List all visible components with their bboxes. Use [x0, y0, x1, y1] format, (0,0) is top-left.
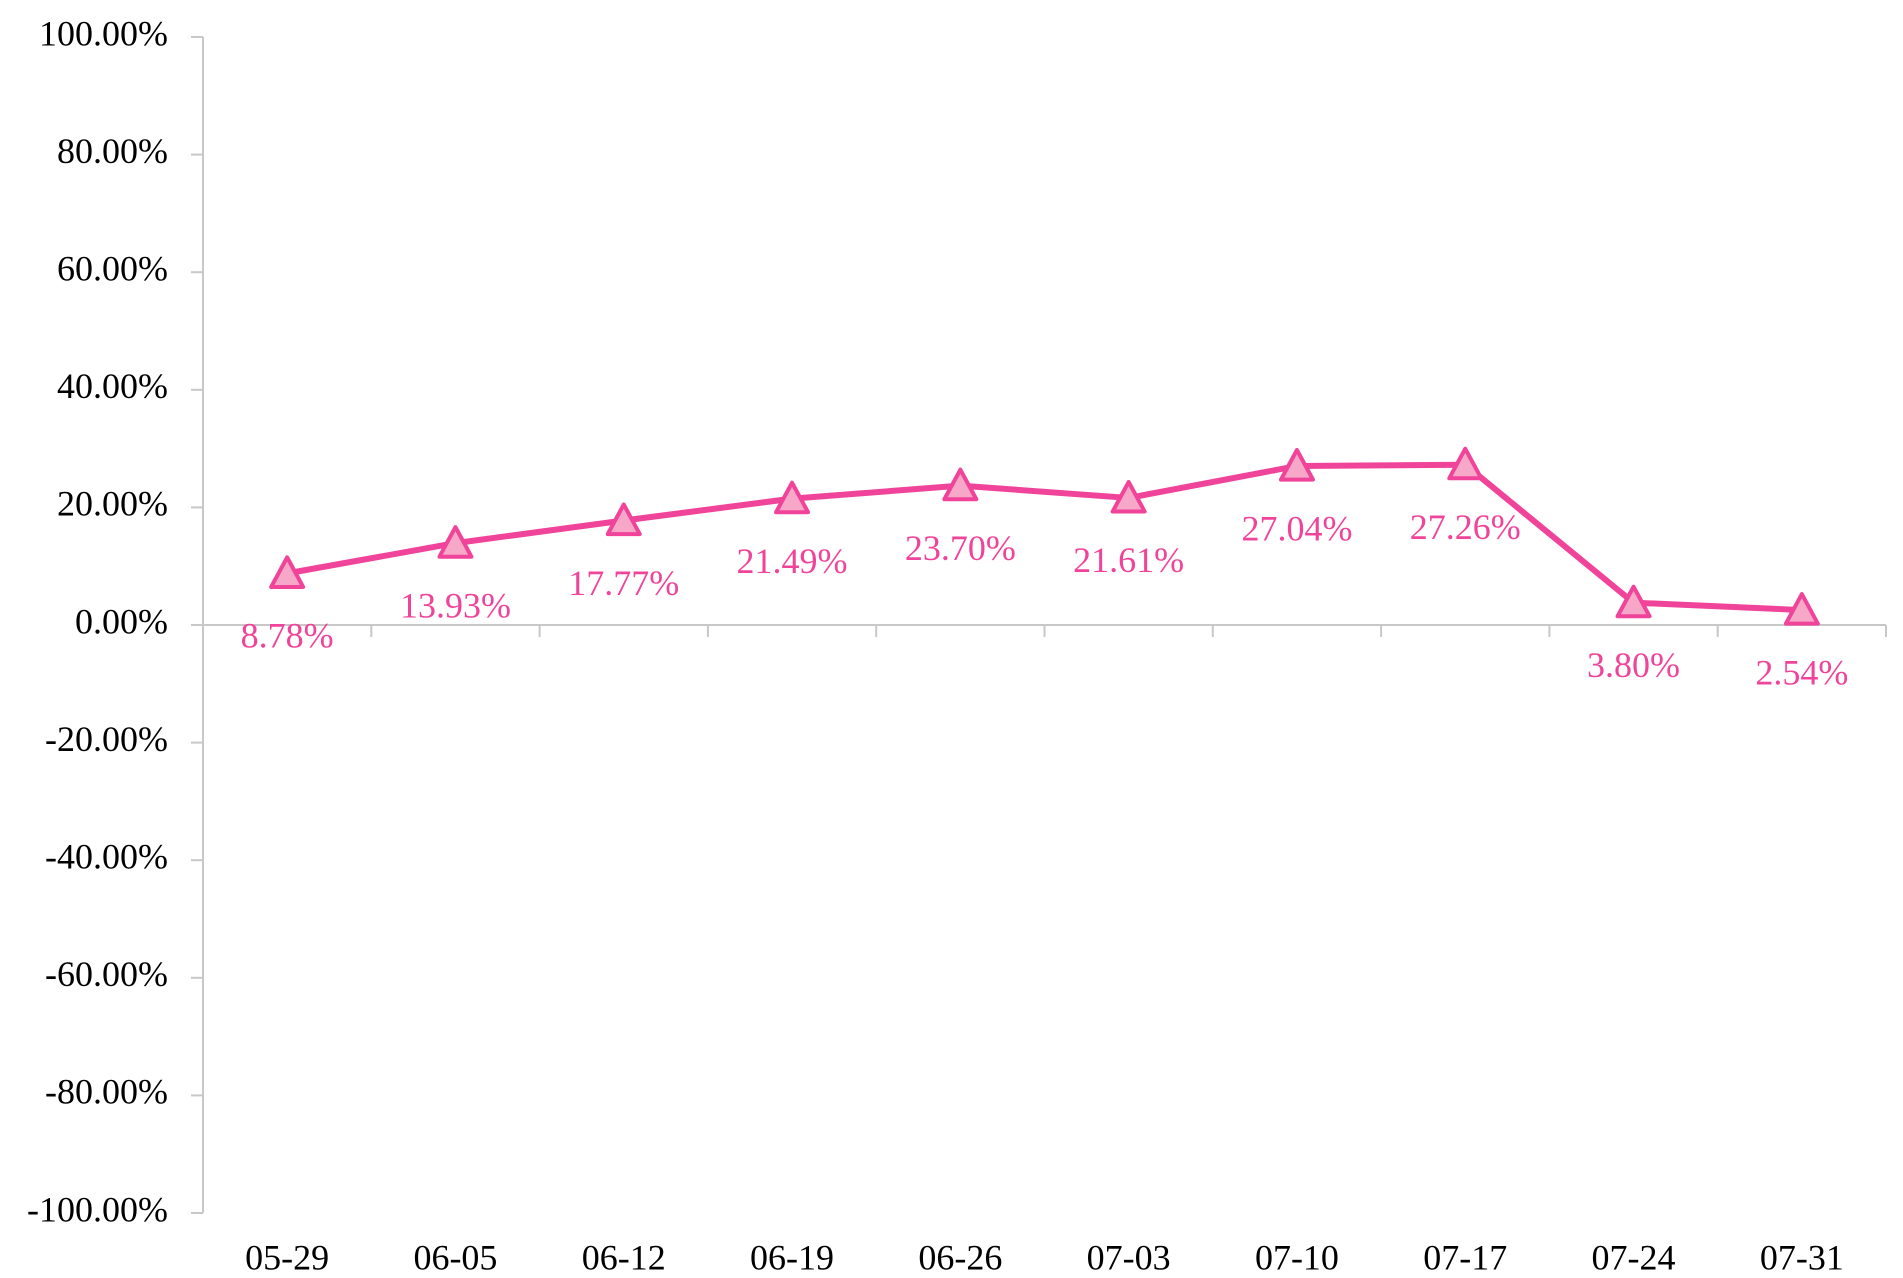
- data-label: 17.77%: [568, 563, 679, 603]
- x-tick-label: 06-12: [582, 1237, 666, 1277]
- y-tick-label: 20.00%: [57, 484, 168, 524]
- x-tick-label: 07-17: [1423, 1237, 1507, 1277]
- x-tick-label: 06-19: [750, 1237, 834, 1277]
- marker: [269, 555, 306, 589]
- x-tick-label: 07-03: [1087, 1237, 1171, 1277]
- x-tick-label: 07-10: [1255, 1237, 1339, 1277]
- x-tick-label: 06-05: [413, 1237, 497, 1277]
- data-label: 27.04%: [1241, 508, 1352, 548]
- marker: [1615, 584, 1652, 619]
- data-label: 21.61%: [1073, 540, 1184, 580]
- data-label: 27.26%: [1410, 507, 1521, 547]
- series-line: [286, 461, 1802, 614]
- marker: [437, 525, 474, 559]
- y-tick-label: 60.00%: [57, 248, 168, 288]
- y-tick-label: -40.00%: [45, 836, 168, 876]
- y-tick-label: 80.00%: [57, 131, 168, 171]
- y-tick-label: -80.00%: [45, 1072, 168, 1112]
- data-label: 3.80%: [1587, 645, 1680, 685]
- y-tick-label: 40.00%: [57, 366, 168, 406]
- marker: [774, 480, 811, 515]
- x-tick-label: 05-29: [245, 1237, 329, 1277]
- marker: [1783, 592, 1820, 626]
- data-label: 23.70%: [905, 528, 1016, 568]
- marker: [605, 502, 642, 537]
- marker: [1278, 448, 1315, 482]
- y-tick-label: 0.00%: [75, 601, 168, 641]
- data-label: 2.54%: [1755, 652, 1848, 692]
- marker: [942, 467, 979, 502]
- marker: [1110, 479, 1147, 514]
- x-tick-label: 07-24: [1592, 1237, 1676, 1277]
- marker: [1447, 446, 1484, 481]
- y-tick-label: -20.00%: [45, 719, 168, 759]
- x-tick-label: 07-31: [1760, 1237, 1844, 1277]
- data-label: 8.78%: [241, 616, 334, 656]
- y-tick-label: 100.00%: [39, 13, 168, 53]
- y-tick-label: -60.00%: [45, 954, 168, 994]
- data-label: 21.49%: [737, 541, 848, 581]
- data-label: 13.93%: [400, 585, 511, 625]
- x-tick-label: 06-26: [918, 1237, 1002, 1277]
- y-tick-label: -100.00%: [27, 1189, 168, 1229]
